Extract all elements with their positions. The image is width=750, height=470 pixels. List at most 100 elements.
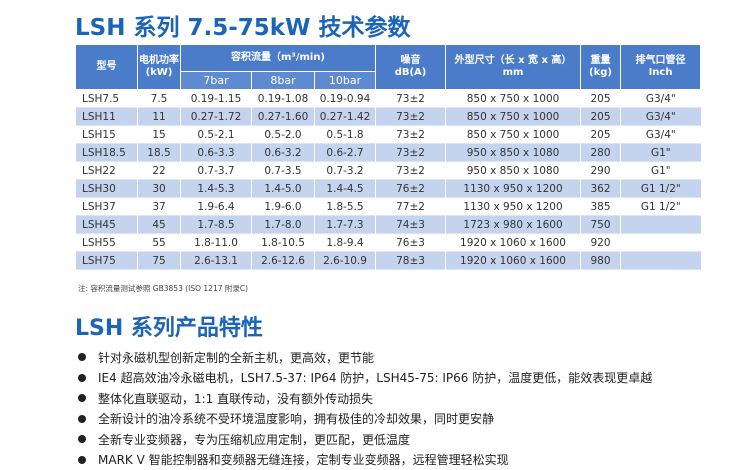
spec-table: 型号电机功率 (kW)容积流量（m³/min)噪音 dB(A)外型尺寸（长 x … (75, 44, 701, 270)
table-cell: 850 x 750 x 1000 (446, 90, 581, 108)
table-cell: 1.4-5.0 (252, 180, 315, 198)
table-cell: 30 (138, 180, 181, 198)
table-cell: 73±2 (376, 90, 446, 108)
table-cell: 0.6-2.7 (315, 144, 376, 162)
table-cell: 73±2 (376, 162, 446, 180)
table-cell: 1130 x 950 x 1200 (446, 180, 581, 198)
table-cell: 950 x 850 x 1080 (446, 162, 581, 180)
table-cell: 73±2 (376, 108, 446, 126)
table-cell: 0.27-1.60 (252, 108, 315, 126)
table-cell: LSH45 (76, 216, 138, 234)
header-cell: 外型尺寸（长 x 宽 x 高） mm (446, 45, 581, 90)
table-cell: 76±2 (376, 180, 446, 198)
feature-item: MARK V 智能控制器和变频器无缝连接，定制专业变频器，远程管理轻松实现 (75, 450, 652, 470)
table-cell: 1723 x 980 x 1600 (446, 216, 581, 234)
table-header: 型号电机功率 (kW)容积流量（m³/min)噪音 dB(A)外型尺寸（长 x … (76, 45, 701, 90)
table-cell: 850 x 750 x 1000 (446, 108, 581, 126)
table-cell: 1.8-5.5 (315, 198, 376, 216)
feature-item: 全新设计的油冷系统不受环境温度影响，拥有极佳的冷却效果，同时更安静 (75, 409, 652, 430)
table-cell: 1920 x 1060 x 1600 (446, 234, 581, 252)
table-cell: G3/4" (621, 90, 701, 108)
table-cell: 15 (138, 126, 181, 144)
table-cell: LSH18.5 (76, 144, 138, 162)
table-cell: 76±3 (376, 234, 446, 252)
feature-item: 整体化直联驱动，1:1 直联传动，没有额外传动损失 (75, 388, 652, 409)
table-cell: 1.4-4.5 (315, 180, 376, 198)
table-cell: 1130 x 950 x 1200 (446, 198, 581, 216)
table-cell: 2.6-13.1 (181, 252, 252, 270)
table-cell: 18.5 (138, 144, 181, 162)
table-cell: LSH30 (76, 180, 138, 198)
header-row: 型号电机功率 (kW)容积流量（m³/min)噪音 dB(A)外型尺寸（长 x … (76, 45, 701, 72)
table-cell: 750 (581, 216, 621, 234)
subheader-cell: 7bar (181, 72, 252, 90)
table-cell: 74±3 (376, 216, 446, 234)
table-cell: 205 (581, 108, 621, 126)
table-cell: 280 (581, 144, 621, 162)
header-cell: 噪音 dB(A) (376, 45, 446, 90)
table-cell: LSH7.5 (76, 90, 138, 108)
table-cell: 0.6-3.3 (181, 144, 252, 162)
table-cell: 0.7-3.7 (181, 162, 252, 180)
feature-text: IE4 超高效油冷永磁电机，LSH7.5-37: IP64 防护，LSH45-7… (98, 369, 652, 386)
header-cell: 容积流量（m³/min) (181, 45, 376, 72)
table-cell: 1.8-10.5 (252, 234, 315, 252)
header-cell: 重量 (kg) (581, 45, 621, 90)
bullet (78, 353, 86, 361)
table-cell: 362 (581, 180, 621, 198)
table-cell: 73±2 (376, 126, 446, 144)
table-cell: 7.5 (138, 90, 181, 108)
table-cell: 75 (138, 252, 181, 270)
bullet (78, 394, 86, 402)
table-cell: LSH22 (76, 162, 138, 180)
table-cell: G1 1/2" (621, 198, 701, 216)
table-cell: 980 (581, 252, 621, 270)
subheader-cell: 10bar (315, 72, 376, 90)
table-cell: 920 (581, 234, 621, 252)
feature-text: 全新专业变频器，专为压缩机应用定制，更匹配，更低温度 (98, 431, 410, 448)
table-cell: 1.7-8.0 (252, 216, 315, 234)
header-cell: 电机功率 (kW) (138, 45, 181, 90)
table-cell: 1.8-11.0 (181, 234, 252, 252)
table-cell: 0.5-1.8 (315, 126, 376, 144)
table-cell: 205 (581, 126, 621, 144)
table-cell: 78±3 (376, 252, 446, 270)
table-cell: 0.19-1.15 (181, 90, 252, 108)
table-cell: 55 (138, 234, 181, 252)
table-cell: LSH37 (76, 198, 138, 216)
table-cell: 205 (581, 90, 621, 108)
table-cell: 1.4-5.3 (181, 180, 252, 198)
table-cell: 0.19-0.94 (315, 90, 376, 108)
feature-text: MARK V 智能控制器和变频器无缝连接，定制专业变频器，远程管理轻松实现 (98, 451, 509, 468)
note: 注: 容积流量测试参照 GB3853 (ISO 1217 附录C) (78, 283, 248, 294)
header-cell: 排气口管径 Inch (621, 45, 701, 90)
feature-text: 全新设计的油冷系统不受环境温度影响，拥有极佳的冷却效果，同时更安静 (98, 410, 494, 427)
table-cell: 2.6-12.6 (252, 252, 315, 270)
table-cell: 1.7-7.3 (315, 216, 376, 234)
table-cell: LSH15 (76, 126, 138, 144)
table-cell (621, 216, 701, 234)
table-cell: LSH55 (76, 234, 138, 252)
table-cell: 2.6-10.9 (315, 252, 376, 270)
table-cell: 950 x 850 x 1080 (446, 144, 581, 162)
feature-text: 针对永磁机型创新定制的全新主机，更高效，更节能 (98, 349, 374, 366)
header-cell: 型号 (76, 45, 138, 90)
table-cell: 45 (138, 216, 181, 234)
feature-item: IE4 超高效油冷永磁电机，LSH7.5-37: IP64 防护，LSH45-7… (75, 368, 652, 389)
bullet (78, 456, 86, 464)
table-cell: 850 x 750 x 1000 (446, 126, 581, 144)
table-cell: G1 1/2" (621, 180, 701, 198)
title: LSH 系列 7.5-75kW 技术参数 (75, 8, 410, 42)
subheader-cell: 8bar (252, 72, 315, 90)
table-cell: G3/4" (621, 108, 701, 126)
table-cell: G1" (621, 144, 701, 162)
